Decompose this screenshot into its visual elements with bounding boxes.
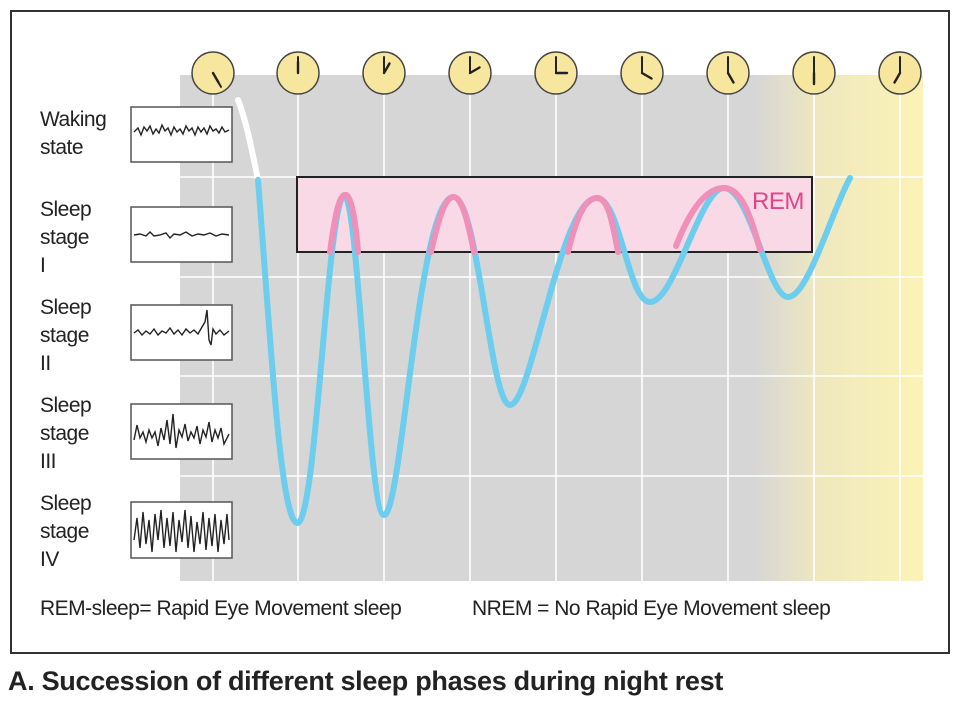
clock-icon [706, 51, 750, 95]
stage-label-4: Sleep stage IV [40, 492, 92, 571]
eeg-stage-2 [130, 304, 233, 361]
clock-icon [620, 51, 664, 95]
rem-label: REM [752, 188, 804, 215]
rem-segment-2 [428, 194, 477, 255]
eeg-stage-4 [130, 501, 233, 559]
clock-row [191, 51, 922, 95]
clock-icon [276, 51, 320, 95]
eeg-stage-3 [130, 403, 233, 460]
stage-label-waking: Waking state [40, 108, 107, 159]
clock-icon [191, 51, 235, 95]
clock-icon [448, 51, 492, 95]
rem-segment-3 [565, 194, 621, 255]
clock-icon [362, 51, 406, 95]
clock-icon [534, 51, 578, 95]
legend-nrem: NREM = No Rapid Eye Movement sleep [472, 597, 831, 620]
figure-caption: A. Succession of different sleep phases … [8, 666, 724, 696]
stage-label-1: Sleep stage I [40, 198, 92, 277]
clock-icon [792, 51, 836, 95]
rem-segment-1 [327, 191, 361, 255]
eeg-stage-1 [130, 206, 233, 263]
legend-rem: REM-sleep= Rapid Eye Movement sleep [40, 597, 402, 620]
clock-icon [878, 51, 922, 95]
dawn-area [755, 75, 923, 581]
rem-segment-4 [673, 184, 763, 253]
rem-box [296, 176, 813, 253]
stage-label-2: Sleep stage II [40, 296, 92, 375]
stage-label-3: Sleep stage III [40, 394, 92, 473]
waking-transition-curve [235, 97, 261, 183]
eeg-waking [130, 106, 233, 163]
hour-gridlines [212, 75, 901, 581]
